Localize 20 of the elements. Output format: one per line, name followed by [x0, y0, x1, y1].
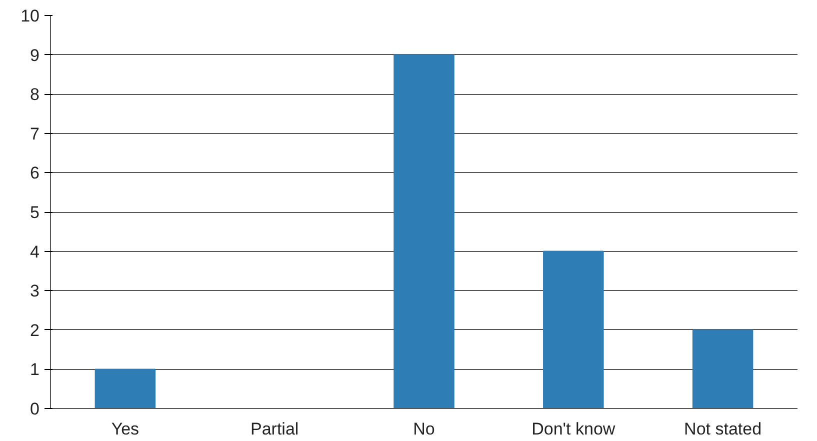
bar — [543, 250, 604, 408]
y-tick-label: 10 — [20, 6, 40, 26]
y-tick-label: 4 — [30, 242, 40, 262]
y-tick-label: 0 — [30, 400, 40, 418]
y-tick-label: 3 — [30, 282, 40, 301]
bar — [94, 368, 156, 408]
y-tick-label: 9 — [30, 46, 40, 65]
x-tick-label: No — [413, 420, 435, 438]
y-tick-label: 7 — [30, 124, 40, 144]
y-tick-label: 8 — [30, 85, 40, 104]
y-tick-label: 6 — [30, 164, 40, 183]
x-tick-label: Partial — [250, 420, 299, 438]
x-tick-label: Don't know — [532, 420, 616, 438]
y-tick-label: 1 — [30, 360, 40, 380]
x-tick-label: Yes — [111, 420, 140, 438]
bar — [394, 54, 454, 408]
bar — [692, 329, 754, 408]
y-tick-label: 2 — [30, 320, 40, 340]
y-tick-label: 5 — [30, 203, 40, 222]
x-tick-label: Not stated — [684, 420, 762, 438]
